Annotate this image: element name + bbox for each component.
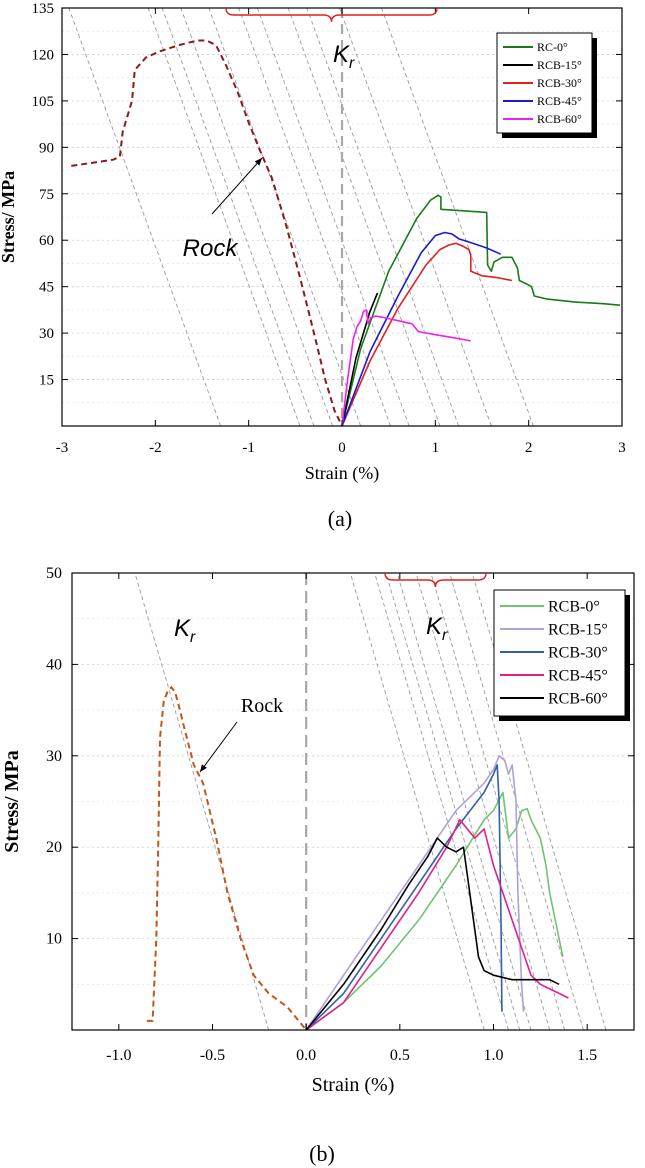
- kr-subscript: r: [190, 629, 196, 646]
- legend-label: RCB-15°: [537, 58, 582, 72]
- legend-label: RCB-60°: [548, 691, 608, 708]
- kr-guide-line: [374, 573, 509, 1030]
- legend-label: RCB-60°: [537, 112, 582, 126]
- plot-area: [68, 8, 621, 426]
- kr-annotation-left: Kr: [174, 615, 196, 646]
- series-line: [305, 764, 503, 1030]
- kr-guide-line: [349, 573, 485, 1030]
- series-line: [341, 309, 471, 426]
- legend-label: RCB-30°: [548, 645, 608, 662]
- x-tick-label: 3: [618, 440, 626, 456]
- x-tick-label: 0.0: [296, 1047, 316, 1064]
- series-line: [341, 231, 502, 426]
- legend-label: RCB-15°: [548, 622, 608, 639]
- kr-letter: K: [426, 613, 443, 640]
- panel-label-b: (b): [309, 1141, 335, 1166]
- x-tick-label: -3: [56, 440, 69, 456]
- chart-b: -1.0 -0.5 0.0 0.5 1.0 1.5 10 20 30 40 50 Strain (%)…: [1, 565, 635, 1096]
- series-line: [341, 292, 379, 426]
- series-rock: [146, 685, 307, 1030]
- x-tick-label: 1: [432, 440, 440, 456]
- kr-brace: [384, 572, 487, 588]
- plot-area: [134, 573, 607, 1030]
- plot-frame: [71, 572, 635, 1031]
- y-tick-label: 40: [46, 656, 62, 673]
- y-tick-label: 60: [39, 233, 54, 249]
- series-line: [341, 242, 513, 426]
- y-axis-label: Stress/ MPa: [1, 750, 23, 852]
- x-tick-label: 1.5: [577, 1047, 597, 1064]
- kr-subscript: r: [349, 55, 355, 72]
- kr-guide-line: [385, 573, 521, 1030]
- kr-guide-line: [134, 573, 270, 1030]
- x-axis-label: Strain (%): [305, 463, 379, 484]
- y-tick-label: 90: [39, 140, 54, 156]
- y-tick-label: 50: [46, 565, 62, 582]
- x-tick-label: 1.0: [484, 1047, 504, 1064]
- panel-label-a: (a): [328, 506, 352, 531]
- rock-arrow-head: [254, 158, 262, 166]
- kr-brace: [225, 7, 438, 23]
- rock-annotation: Rock: [183, 235, 240, 262]
- kr-guide-line: [471, 573, 607, 1030]
- legend-label: RCB-45°: [537, 94, 582, 108]
- kr-annotation: Kr: [333, 41, 355, 72]
- legend-label: RCB-45°: [548, 668, 608, 685]
- x-tick-label: -1: [242, 440, 255, 456]
- y-tick-label: 30: [39, 326, 54, 342]
- x-axis-label: Strain (%): [312, 1074, 395, 1096]
- y-tick-label: 20: [46, 839, 62, 856]
- series-line: [305, 819, 569, 1030]
- y-tick-label: 120: [32, 47, 55, 63]
- kr-subscript: r: [442, 627, 448, 644]
- rock-arrow-head: [200, 764, 207, 772]
- y-tick-label: 45: [39, 280, 54, 296]
- kr-letter: K: [174, 615, 191, 642]
- legend-label: RC-0°: [537, 40, 568, 54]
- series-rock: [71, 39, 343, 426]
- x-tick-label: 0.5: [390, 1047, 410, 1064]
- x-tick-label: 2: [525, 440, 533, 456]
- kr-guide-line: [415, 573, 551, 1030]
- kr-letter: K: [333, 41, 350, 68]
- kr-guide-line: [396, 573, 532, 1030]
- chart-a: -3 -2 -1 0 1 2 3 15 30 45 60 75 90 105 120 135 Strain (%…: [0, 1, 626, 484]
- legend-label: RCB-0°: [548, 599, 600, 616]
- rock-arrow: [199, 721, 238, 773]
- y-axis-label: Stress/ MPa: [0, 171, 18, 263]
- y-tick-label: 75: [39, 187, 54, 203]
- rock-annotation: Rock: [241, 695, 283, 717]
- series-line: [305, 791, 564, 1030]
- legend-label: RCB-30°: [537, 76, 582, 90]
- x-tick-label: -1.0: [106, 1047, 131, 1064]
- kr-annotation: Kr: [426, 613, 448, 644]
- y-tick-label: 135: [32, 1, 55, 17]
- rock-arrow: [211, 157, 263, 215]
- y-tick-label: 105: [32, 94, 55, 110]
- y-tick-label: 15: [39, 373, 54, 389]
- x-tick-label: -0.5: [200, 1047, 225, 1064]
- x-tick-label: -2: [149, 440, 162, 456]
- series-line: [305, 837, 560, 1030]
- y-tick-label: 10: [46, 931, 62, 948]
- y-tick-label: 30: [46, 748, 62, 765]
- series-line: [305, 755, 525, 1030]
- x-tick-label: 0: [338, 440, 346, 456]
- series-line: [341, 194, 621, 426]
